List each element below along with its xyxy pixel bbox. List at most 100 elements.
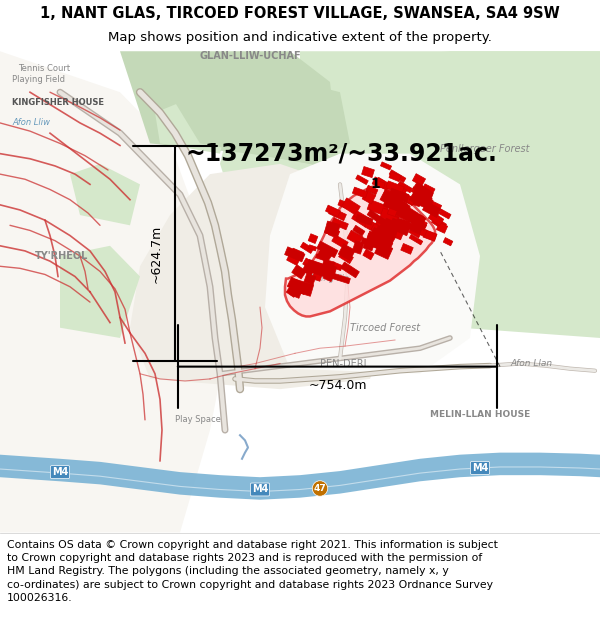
Polygon shape [395, 191, 409, 202]
Polygon shape [373, 226, 396, 247]
Polygon shape [397, 202, 409, 214]
Text: Afon Lliw: Afon Lliw [12, 118, 50, 127]
Text: Penllergaer Forest: Penllergaer Forest [440, 144, 530, 154]
Polygon shape [379, 219, 399, 236]
Polygon shape [386, 195, 406, 213]
Polygon shape [286, 284, 299, 298]
Text: KINGFISHER HOUSE: KINGFISHER HOUSE [12, 98, 104, 107]
Polygon shape [312, 272, 322, 281]
Polygon shape [395, 186, 407, 196]
Polygon shape [130, 164, 400, 389]
Polygon shape [379, 224, 395, 235]
Polygon shape [431, 217, 446, 230]
Polygon shape [411, 187, 423, 196]
Polygon shape [338, 244, 355, 261]
Polygon shape [405, 222, 415, 229]
Polygon shape [301, 242, 314, 254]
Polygon shape [317, 241, 338, 258]
Polygon shape [398, 181, 412, 192]
Polygon shape [362, 166, 374, 177]
Text: Tircoed Forest: Tircoed Forest [350, 322, 420, 332]
Polygon shape [319, 246, 331, 256]
Polygon shape [392, 198, 408, 212]
Polygon shape [384, 194, 400, 206]
Text: Tennis Court: Tennis Court [18, 64, 70, 73]
Polygon shape [389, 218, 411, 236]
Polygon shape [423, 230, 437, 241]
Polygon shape [265, 154, 480, 374]
Polygon shape [371, 238, 387, 252]
Polygon shape [308, 261, 330, 278]
Polygon shape [424, 231, 436, 241]
Polygon shape [407, 223, 422, 234]
Polygon shape [308, 245, 317, 251]
Polygon shape [380, 220, 398, 234]
Text: Play Space: Play Space [175, 416, 221, 424]
Polygon shape [341, 198, 361, 215]
Polygon shape [413, 194, 433, 209]
Polygon shape [287, 278, 308, 294]
Polygon shape [421, 184, 435, 197]
Text: Contains OS data © Crown copyright and database right 2021. This information is : Contains OS data © Crown copyright and d… [7, 540, 498, 602]
Polygon shape [374, 226, 389, 240]
Polygon shape [427, 199, 442, 212]
Polygon shape [398, 201, 410, 212]
Polygon shape [396, 209, 415, 222]
Polygon shape [395, 218, 410, 232]
Polygon shape [354, 211, 371, 224]
Polygon shape [374, 221, 388, 232]
Polygon shape [395, 209, 410, 221]
Polygon shape [317, 248, 332, 262]
Polygon shape [325, 264, 337, 279]
Polygon shape [375, 177, 390, 191]
Polygon shape [361, 238, 378, 248]
Text: M4: M4 [472, 463, 488, 473]
Text: 47: 47 [314, 484, 326, 493]
Polygon shape [378, 217, 394, 229]
Text: Afon Llan: Afon Llan [510, 359, 552, 368]
Polygon shape [439, 209, 451, 219]
Polygon shape [331, 262, 343, 271]
Text: GLAN-LLIW-UCHAF: GLAN-LLIW-UCHAF [200, 51, 302, 61]
Polygon shape [319, 264, 331, 274]
Polygon shape [389, 172, 401, 182]
Polygon shape [175, 72, 350, 164]
Polygon shape [284, 247, 305, 262]
Polygon shape [316, 254, 325, 260]
Polygon shape [300, 51, 600, 338]
Polygon shape [367, 200, 389, 216]
Polygon shape [220, 51, 600, 266]
Polygon shape [383, 189, 397, 201]
Polygon shape [363, 249, 374, 260]
Polygon shape [443, 238, 453, 246]
Polygon shape [407, 210, 424, 224]
Text: ~754.0m: ~754.0m [308, 379, 367, 392]
Polygon shape [329, 208, 346, 221]
Polygon shape [332, 217, 349, 230]
Polygon shape [419, 191, 430, 200]
Polygon shape [292, 279, 314, 296]
Polygon shape [371, 223, 383, 234]
Polygon shape [398, 203, 418, 219]
Text: ~137273m²/~33.921ac.: ~137273m²/~33.921ac. [185, 142, 497, 166]
Polygon shape [427, 202, 439, 213]
Polygon shape [413, 182, 431, 198]
Polygon shape [322, 259, 335, 271]
Text: PEN-DERL: PEN-DERL [320, 359, 369, 369]
Polygon shape [292, 248, 304, 257]
Polygon shape [389, 188, 409, 202]
Polygon shape [363, 242, 374, 251]
Polygon shape [386, 181, 404, 194]
Polygon shape [404, 194, 416, 205]
Polygon shape [370, 229, 386, 244]
Polygon shape [380, 208, 400, 223]
Polygon shape [412, 186, 433, 203]
Polygon shape [386, 227, 403, 240]
Polygon shape [412, 217, 427, 230]
Polygon shape [290, 289, 301, 298]
Polygon shape [401, 192, 415, 206]
Polygon shape [371, 228, 392, 244]
Polygon shape [325, 205, 341, 217]
Polygon shape [374, 229, 390, 240]
Polygon shape [330, 272, 350, 284]
